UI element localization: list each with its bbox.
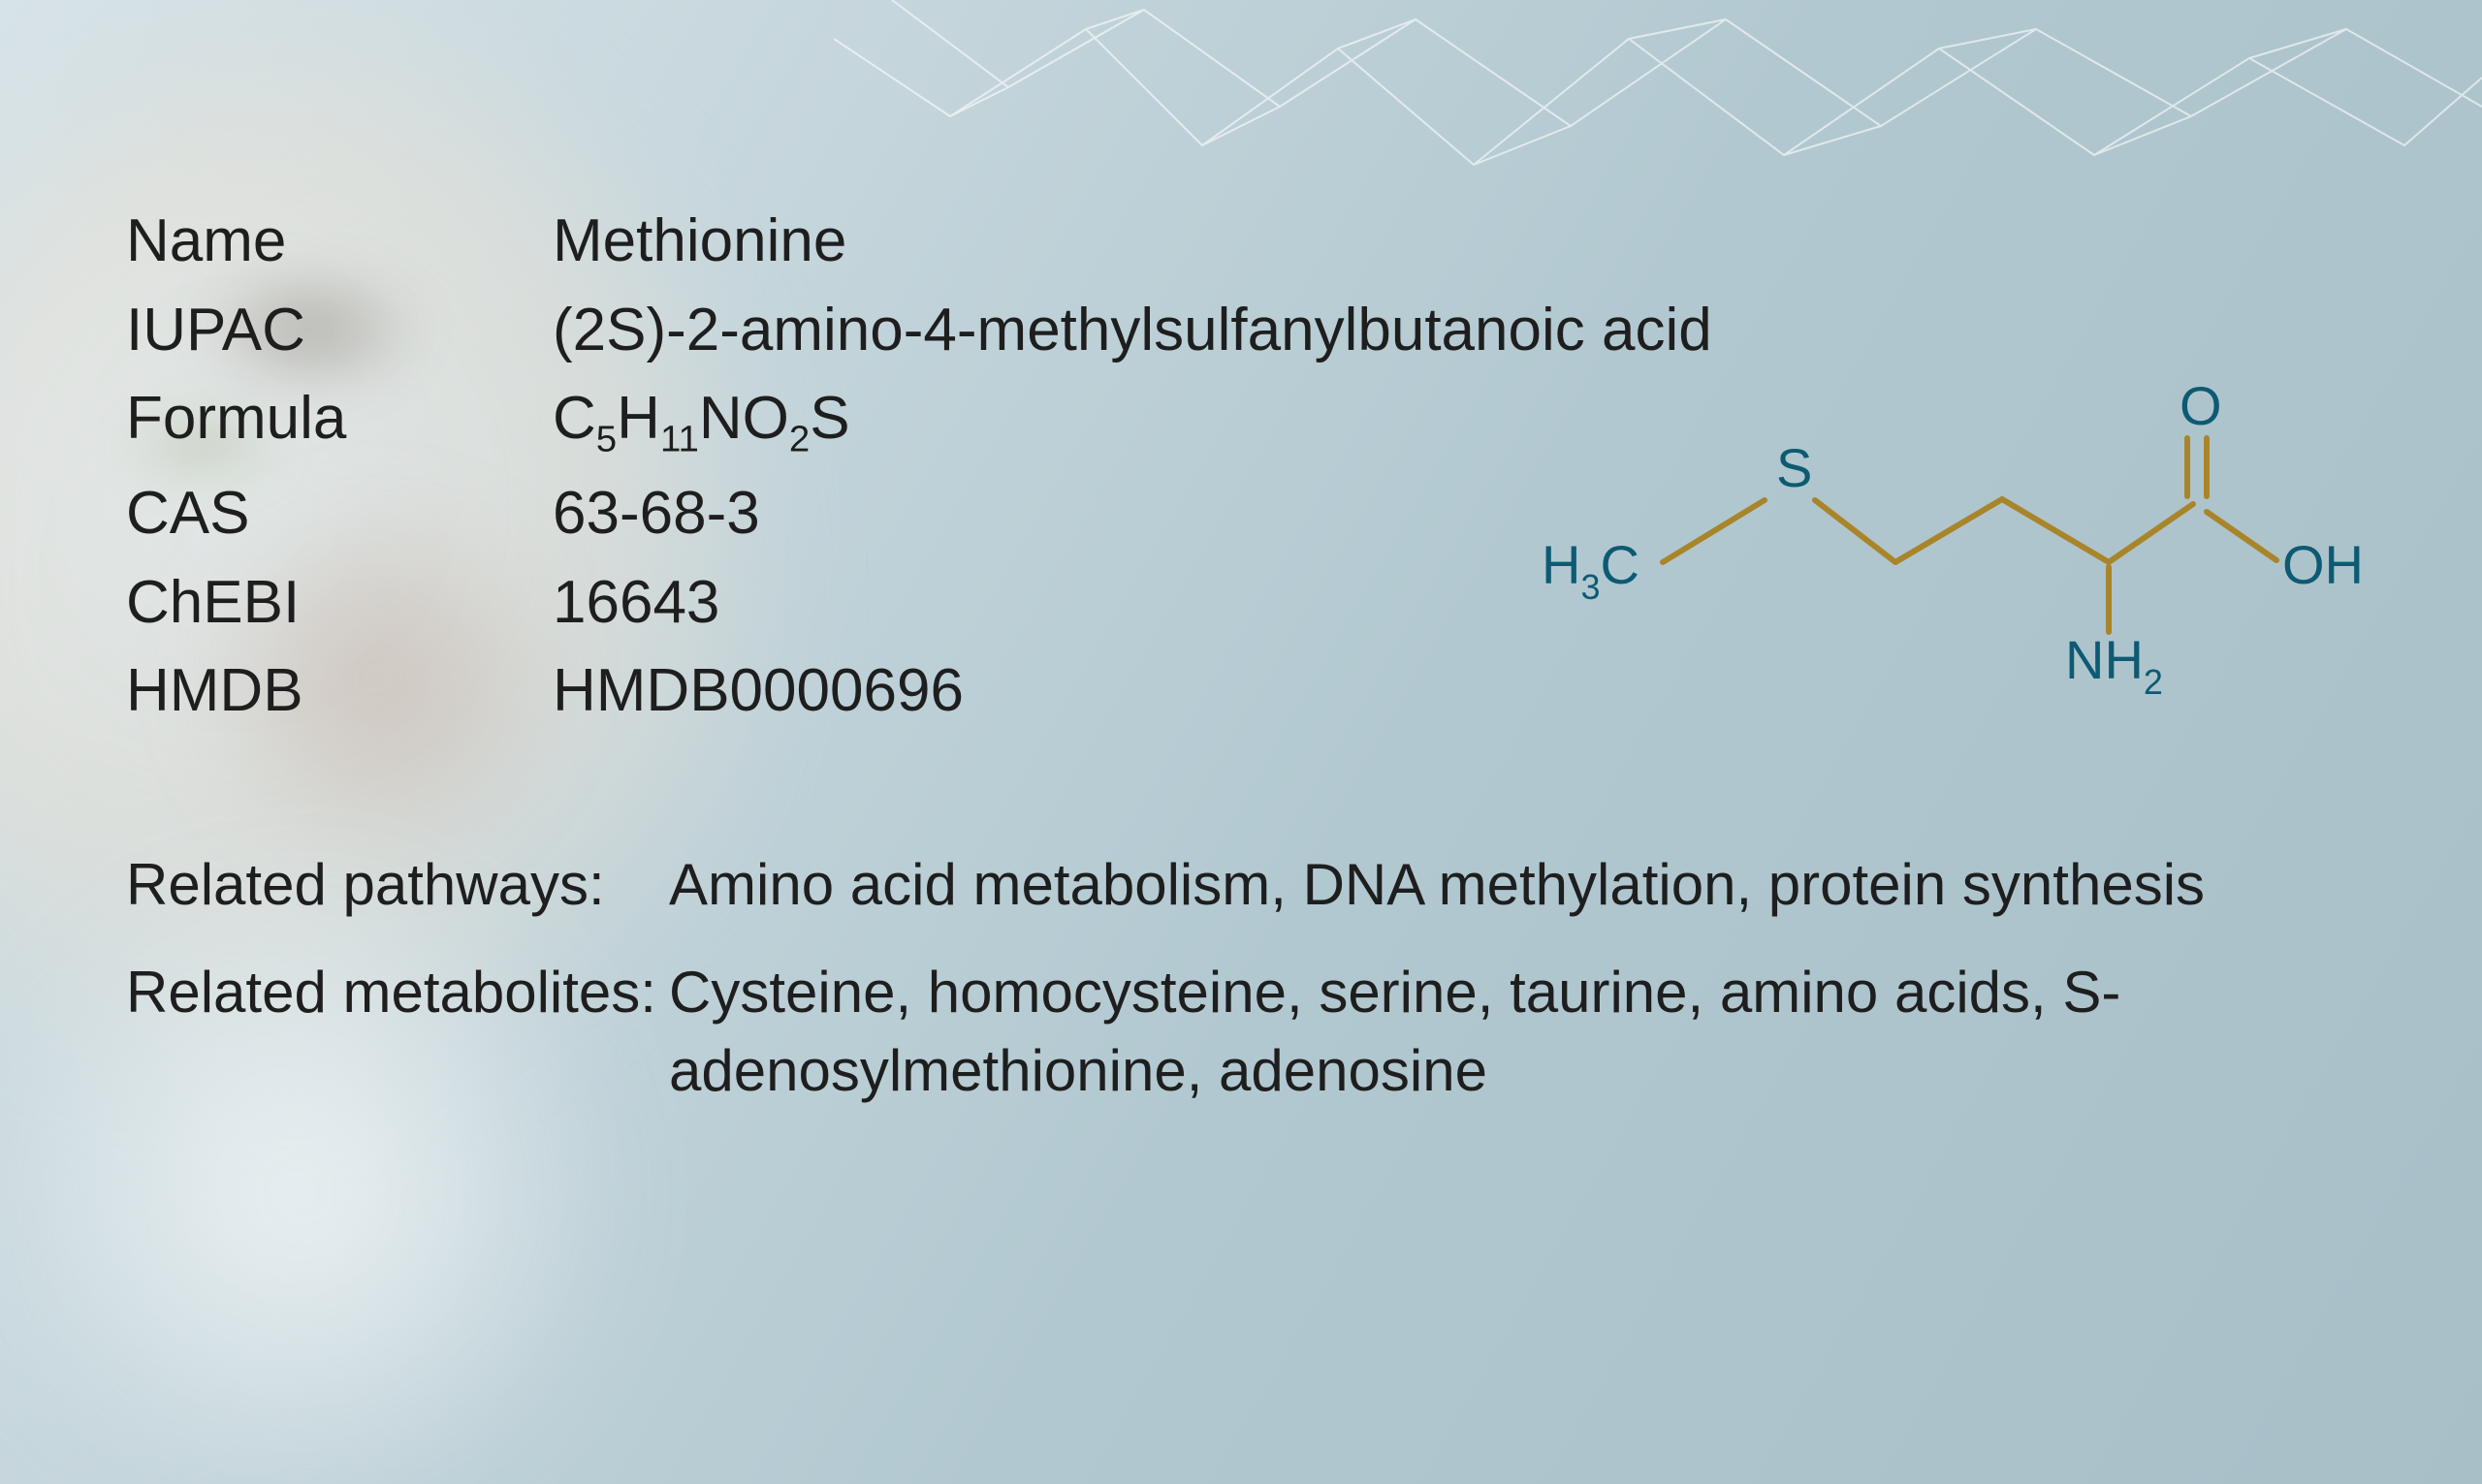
property-label: Formula [126,381,553,462]
molecule-label-s: S [1776,437,1812,498]
property-label: CAS [126,476,553,552]
bond [2207,512,2276,560]
related-metabolites-value: Cysteine, homocysteine, serine, taurine,… [669,953,2404,1110]
bond [2002,499,2109,562]
property-label: ChEBI [126,565,553,641]
slide-card: Name Methionine IUPAC (2S)-2-amino-4-met… [0,0,2482,1484]
molecule-label-h3c: H3C [1542,534,1639,607]
related-pathways-value: Amino acid metabolism, DNA methylation, … [669,845,2404,924]
bond [2109,504,2193,562]
property-value: Methionine [553,204,2404,279]
related-section: Related pathways: Amino acid metabolism,… [126,845,2404,1110]
bond [1815,500,1895,562]
molecule-structure: H3C S O OH NH2 [1512,368,2366,717]
molecule-label-nh2: NH2 [2065,629,2163,702]
bond [1663,500,1765,562]
property-value: (2S)-2-amino-4-methylsulfanylbutanoic ac… [553,293,2404,368]
related-pathways-label: Related pathways: [126,845,669,924]
molecule-label-oh: OH [2282,534,2364,595]
property-label: Name [126,204,553,279]
property-label: HMDB [126,653,553,729]
bond [1895,499,2002,562]
molecule-label-o: O [2180,375,2222,436]
property-label: IUPAC [126,293,553,368]
related-metabolites-label: Related metabolites: [126,953,669,1110]
